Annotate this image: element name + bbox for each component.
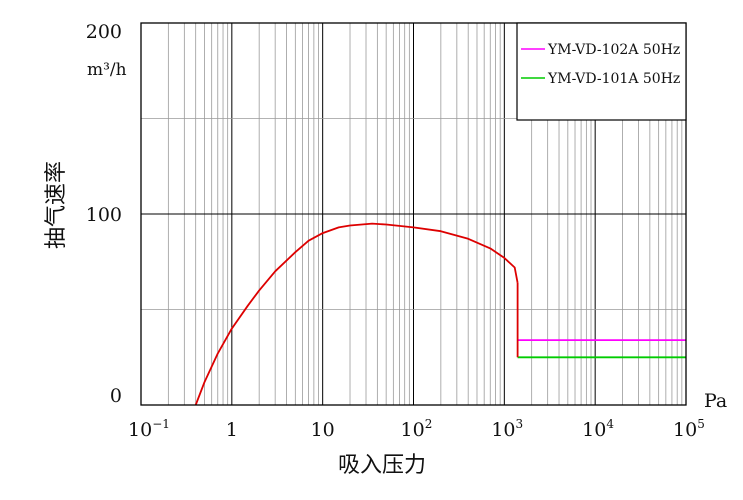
x-tick-label: 104: [582, 417, 614, 441]
x-tick-label: 102: [401, 417, 433, 441]
legend: YM-VD-102A 50Hz YM-VD-101A 50Hz: [516, 22, 687, 121]
legend-box: [516, 22, 687, 121]
x-tick-label: 103: [491, 417, 523, 441]
legend-label-ym-vd-102a: YM-VD-102A 50Hz: [547, 42, 680, 58]
x-tick-label: 10−1: [128, 417, 170, 441]
y-unit-label: m³/h: [87, 60, 127, 80]
x-tick-label: 10: [311, 419, 335, 441]
y-tick-label: 0: [110, 385, 122, 407]
y-axis-title: 抽气速率: [44, 161, 69, 249]
series-line-0: [194, 222, 519, 406]
x-tick-label: 105: [673, 417, 705, 441]
y-tick-label: 200: [86, 21, 122, 43]
plot-frame: [140, 22, 687, 406]
grid: [140, 23, 686, 405]
x-tick-labels: 10−1 1 10 102 103 104 105: [128, 417, 705, 441]
y-tick-label: 100: [86, 204, 122, 226]
x-tick-label: 1: [226, 419, 238, 441]
x-axis-title: 吸入压力: [338, 453, 426, 478]
series-layer: [194, 222, 686, 406]
legend-label-ym-vd-101a: YM-VD-101A 50Hz: [547, 71, 680, 87]
x-unit-label: Pa: [704, 390, 727, 412]
y-tick-labels: 0 100 200: [86, 21, 122, 407]
